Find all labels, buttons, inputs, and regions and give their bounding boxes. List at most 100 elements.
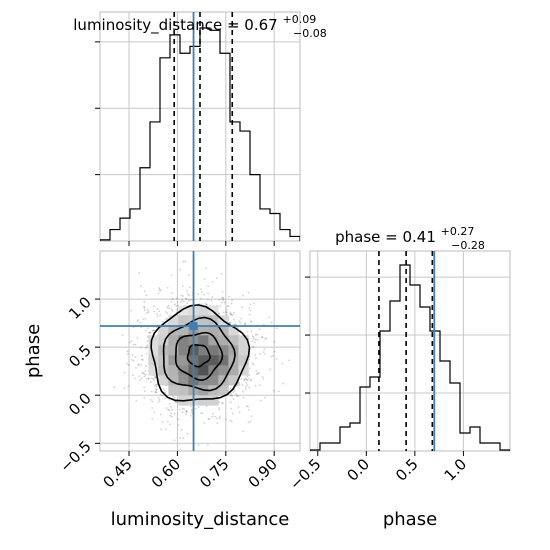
scatter-point (145, 294, 148, 297)
scatter-point (74, 423, 76, 425)
scatter-point (136, 337, 139, 340)
contour-line (186, 343, 211, 368)
scatter-point (229, 394, 232, 397)
scatter-point (254, 341, 256, 343)
scatter-point (272, 354, 275, 357)
scatter-point (218, 401, 221, 404)
scatter-point (123, 371, 126, 374)
scatter-point (250, 330, 253, 333)
scatter-point (205, 303, 208, 306)
scatter-point (275, 327, 278, 330)
scatter-point (218, 417, 221, 420)
x-tick-label: 0.5 (392, 455, 422, 485)
x-axis-label-phase: phase (383, 509, 437, 530)
scatter-point (159, 393, 162, 396)
scatter-point (140, 363, 142, 366)
scatter-point (247, 377, 250, 380)
scatter-point (153, 305, 155, 308)
scatter-point (248, 313, 251, 316)
scatter-point (191, 299, 193, 301)
scatter-point (163, 389, 166, 392)
scatter-point (150, 381, 152, 383)
scatter-point (229, 312, 231, 315)
scatter-point (200, 303, 203, 306)
x-tick-label: 0.45 (100, 455, 136, 491)
scatter-point (127, 353, 129, 356)
scatter-point (167, 304, 170, 307)
scatter-point (126, 362, 129, 365)
scatter-point (145, 365, 148, 368)
contour-line (174, 331, 224, 381)
scatter-point (230, 313, 233, 316)
scatter-point (242, 390, 244, 393)
scatter-point (225, 308, 228, 311)
joint-x-ticks: 0.45 0.60 0.75 0.90 (100, 451, 281, 491)
scatter-point (143, 390, 146, 393)
density-cell (178, 325, 189, 336)
scatter-point (191, 408, 193, 411)
x-tick-label: 0.90 (245, 455, 281, 491)
luminosity-distance-title-sub: −0.08 (293, 27, 327, 40)
scatter-point (121, 334, 124, 337)
scatter-point (180, 294, 183, 297)
scatter-point (169, 414, 172, 417)
truth-marker (189, 322, 198, 330)
scatter-point (134, 356, 137, 359)
scatter-point (182, 295, 184, 297)
scatter-point (233, 311, 235, 314)
phase-title: phase = 0.41 +0.27 −0.28 (335, 221, 485, 252)
scatter-point (235, 394, 238, 397)
scatter-point (187, 300, 190, 302)
scatter-point (272, 389, 275, 392)
scatter-point (134, 343, 137, 346)
luminosity-distance-title-base: luminosity_distance = 0.67 (73, 16, 277, 35)
scatter-point (168, 409, 171, 412)
scatter-point (239, 322, 242, 324)
right-quantile-lines (378, 251, 434, 451)
scatter-point (143, 397, 146, 399)
scatter-point (189, 414, 192, 417)
density-cell (148, 335, 159, 346)
y-tick-label: −0.5 (56, 437, 94, 475)
scatter-point (210, 299, 213, 302)
scatter-point (207, 285, 209, 288)
scatter-point (252, 346, 255, 348)
phase-histogram-panel: −0.5 0.0 0.5 1.0 phase = 0.41 +0.27 −0.28 p… (286, 221, 511, 530)
scatter-point (153, 310, 155, 313)
scatter-point (237, 406, 240, 408)
scatter-point (245, 405, 248, 408)
scatter-point (255, 370, 258, 372)
scatter-point (247, 421, 250, 424)
scatter-point (144, 330, 147, 332)
scatter-point (241, 384, 244, 386)
scatter-point (178, 268, 181, 271)
density-cell (178, 315, 189, 326)
scatter-point (158, 310, 160, 313)
scatter-point (245, 382, 248, 384)
scatter-point (228, 321, 231, 324)
scatter-point (211, 415, 214, 418)
scatter-point (164, 310, 167, 313)
scatter-point (113, 386, 116, 388)
scatter-point (146, 340, 149, 343)
histogram-step-line (100, 27, 300, 241)
scatter-point (281, 382, 284, 385)
scatter-point (218, 408, 221, 411)
density-cell (208, 335, 219, 346)
density-cell (168, 375, 179, 386)
scatter-point (247, 405, 250, 408)
joint-contours (150, 304, 251, 402)
scatter-point (244, 388, 247, 390)
scatter-point (186, 432, 189, 435)
scatter-point (175, 401, 178, 403)
x-tick-label: 1.0 (441, 455, 471, 485)
scatter-point (127, 364, 130, 366)
scatter-point (174, 400, 177, 403)
scatter-point (161, 395, 164, 397)
density-cell (198, 395, 209, 406)
scatter-point (136, 320, 139, 323)
scatter-point (249, 367, 251, 370)
density-cell (208, 325, 219, 336)
scatter-point (170, 412, 173, 415)
scatter-point (133, 377, 136, 380)
